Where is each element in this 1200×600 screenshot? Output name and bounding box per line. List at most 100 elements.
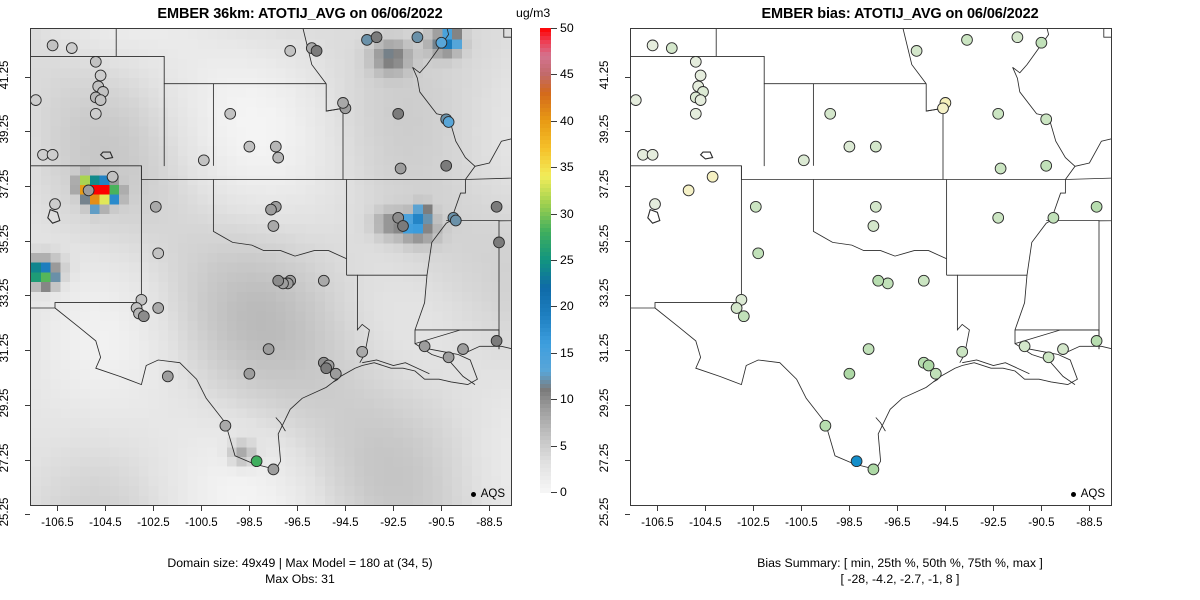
model-observation-markers[interactable] (31, 31, 505, 476)
bias-site-marker[interactable] (824, 107, 837, 120)
bias-site-marker[interactable] (1011, 31, 1024, 44)
observation-site-marker[interactable] (320, 362, 333, 375)
bias-site-marker[interactable] (730, 302, 743, 314)
bias-site-marker[interactable] (1040, 159, 1053, 172)
bias-site-marker[interactable] (850, 455, 863, 468)
bias-site-marker[interactable] (737, 310, 750, 323)
bias-site-marker[interactable] (869, 140, 882, 153)
observation-site-marker[interactable] (46, 39, 59, 52)
bias-site-marker[interactable] (631, 94, 642, 106)
observation-site-marker[interactable] (82, 184, 95, 197)
bias-site-marker[interactable] (910, 45, 923, 57)
bias-site-marker[interactable] (1090, 200, 1103, 213)
bias-site-marker[interactable] (867, 220, 880, 232)
observation-site-marker[interactable] (49, 198, 61, 210)
observation-site-marker[interactable] (94, 94, 107, 106)
observation-site-marker[interactable] (152, 247, 165, 260)
observation-site-marker[interactable] (442, 351, 455, 364)
observation-site-marker[interactable] (493, 236, 505, 249)
bias-site-marker[interactable] (994, 162, 1007, 175)
bias-site-marker[interactable] (1018, 340, 1031, 353)
bias-observation-markers[interactable] (631, 31, 1103, 476)
bias-site-marker[interactable] (956, 345, 969, 358)
observation-site-marker[interactable] (356, 345, 369, 358)
observation-site-marker[interactable] (392, 107, 405, 120)
observation-site-marker[interactable] (397, 220, 409, 232)
observation-site-marker[interactable] (267, 220, 280, 232)
observation-site-marker[interactable] (197, 154, 210, 167)
bias-site-marker[interactable] (937, 102, 949, 115)
observation-site-marker[interactable] (440, 159, 453, 172)
bias-site-marker[interactable] (929, 367, 942, 380)
observation-site-marker[interactable] (243, 367, 256, 380)
observation-site-marker[interactable] (137, 310, 150, 323)
bias-site-marker[interactable] (1042, 351, 1055, 364)
bias-site-marker[interactable] (1057, 343, 1069, 355)
observation-site-marker[interactable] (329, 367, 342, 380)
bias-site-marker[interactable] (843, 140, 856, 153)
observation-site-marker[interactable] (272, 274, 285, 287)
bias-site-marker[interactable] (922, 359, 935, 372)
colorbar-model[interactable]: ug/m3 0 5 10 15 20 25 30 35 40 45 50 (516, 6, 574, 499)
observation-site-marker[interactable] (442, 116, 455, 128)
observation-site-marker[interactable] (65, 42, 78, 54)
observation-site-marker[interactable] (435, 36, 448, 49)
bias-site-marker[interactable] (752, 247, 765, 260)
bias-site-marker[interactable] (843, 367, 856, 380)
observation-site-marker[interactable] (394, 162, 407, 175)
bias-map-plot[interactable]: AQS (630, 28, 1112, 506)
observation-site-marker[interactable] (224, 107, 237, 120)
bias-site-marker[interactable] (869, 200, 882, 213)
observation-site-marker[interactable] (46, 148, 59, 161)
bias-site-marker[interactable] (646, 39, 659, 52)
observation-site-marker[interactable] (457, 343, 469, 355)
bias-site-marker[interactable] (1047, 211, 1060, 224)
observation-site-marker[interactable] (267, 463, 280, 476)
observation-site-marker[interactable] (250, 455, 263, 468)
bias-site-marker[interactable] (1035, 36, 1048, 49)
bias-site-marker[interactable] (862, 343, 875, 355)
bias-site-marker[interactable] (867, 463, 880, 476)
observation-site-marker[interactable] (418, 340, 431, 353)
observation-site-marker[interactable] (490, 200, 503, 213)
observation-site-marker[interactable] (265, 203, 277, 216)
bias-site-marker[interactable] (694, 69, 707, 82)
bias-site-marker[interactable] (961, 34, 973, 46)
observation-site-marker[interactable] (89, 107, 102, 120)
bias-site-marker[interactable] (1040, 113, 1053, 126)
observation-site-marker[interactable] (161, 370, 174, 383)
observation-site-marker[interactable] (89, 55, 102, 68)
bias-site-marker[interactable] (881, 277, 894, 290)
observation-site-marker[interactable] (337, 97, 349, 109)
observation-site-marker[interactable] (317, 274, 330, 287)
bias-site-marker[interactable] (649, 198, 661, 210)
observation-site-marker[interactable] (411, 31, 424, 44)
observation-site-marker[interactable] (310, 45, 323, 57)
observation-site-marker[interactable] (269, 140, 282, 153)
observation-site-marker[interactable] (449, 214, 462, 227)
observation-site-marker[interactable] (262, 343, 275, 355)
observation-site-marker[interactable] (94, 69, 107, 82)
bias-site-marker[interactable] (917, 274, 930, 287)
observation-site-marker[interactable] (219, 419, 232, 432)
bias-site-marker[interactable] (797, 154, 810, 167)
observation-site-marker[interactable] (106, 170, 119, 183)
bias-site-marker[interactable] (706, 170, 719, 183)
bias-site-marker[interactable] (819, 419, 832, 432)
observation-site-marker[interactable] (361, 34, 373, 46)
observation-site-marker[interactable] (284, 45, 297, 57)
observation-site-marker[interactable] (243, 140, 256, 153)
bias-site-marker[interactable] (992, 107, 1005, 120)
bias-site-marker[interactable] (665, 42, 678, 54)
observation-site-marker[interactable] (370, 31, 383, 44)
observation-site-marker[interactable] (149, 200, 162, 213)
observation-site-marker[interactable] (152, 302, 165, 314)
bias-site-marker[interactable] (689, 107, 702, 120)
observation-site-marker[interactable] (31, 94, 42, 106)
bias-site-marker[interactable] (749, 200, 762, 213)
bias-site-marker[interactable] (992, 211, 1005, 224)
model-map-plot[interactable]: AQS (30, 28, 512, 506)
bias-site-marker[interactable] (1090, 335, 1103, 347)
bias-site-marker[interactable] (682, 184, 695, 197)
observation-site-marker[interactable] (490, 335, 503, 347)
